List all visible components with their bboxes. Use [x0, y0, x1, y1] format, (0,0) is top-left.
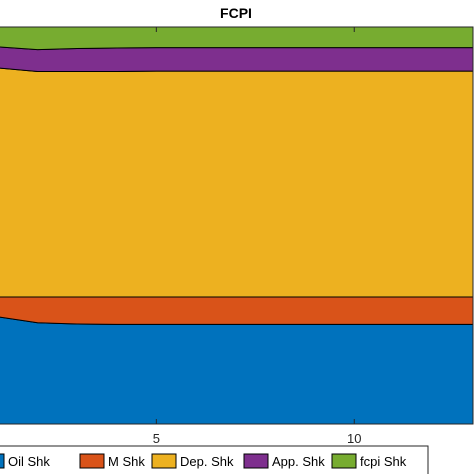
legend: Oil Shk M Shk Dep. Shk App. Shk fcpi Shk: [0, 445, 429, 474]
legend-box: [0, 445, 429, 474]
x-tick-label-10: 10: [347, 431, 361, 446]
legend-label-m-shk: M Shk: [108, 454, 145, 469]
legend-label-dep-shk: Dep. Shk: [180, 454, 234, 469]
axes: 5 10: [0, 26, 474, 446]
legend-swatch-oil-shk: [0, 453, 5, 469]
legend-swatch-app-shk: [243, 453, 269, 469]
legend-swatch-dep-shk: [151, 453, 177, 469]
area-oil-shk: [0, 316, 474, 425]
legend-swatch-fcpi-shk: [331, 453, 357, 469]
legend-label-fcpi-shk: fcpi Shk: [360, 454, 407, 469]
area-dep-shk: [0, 67, 474, 298]
area-layers: [0, 26, 474, 425]
axes-box: [0, 26, 474, 425]
area-app-shk: [0, 46, 474, 72]
legend-swatch-m-shk: [79, 453, 105, 469]
legend-label-oil-shk: Oil Shk: [8, 454, 50, 469]
chart-title: FCPI: [220, 5, 252, 21]
x-tick-label-5: 5: [153, 431, 160, 446]
legend-label-app-shk: App. Shk: [272, 454, 325, 469]
area-m-shk: [0, 296, 474, 325]
area-fcpi-shk: [0, 26, 474, 51]
